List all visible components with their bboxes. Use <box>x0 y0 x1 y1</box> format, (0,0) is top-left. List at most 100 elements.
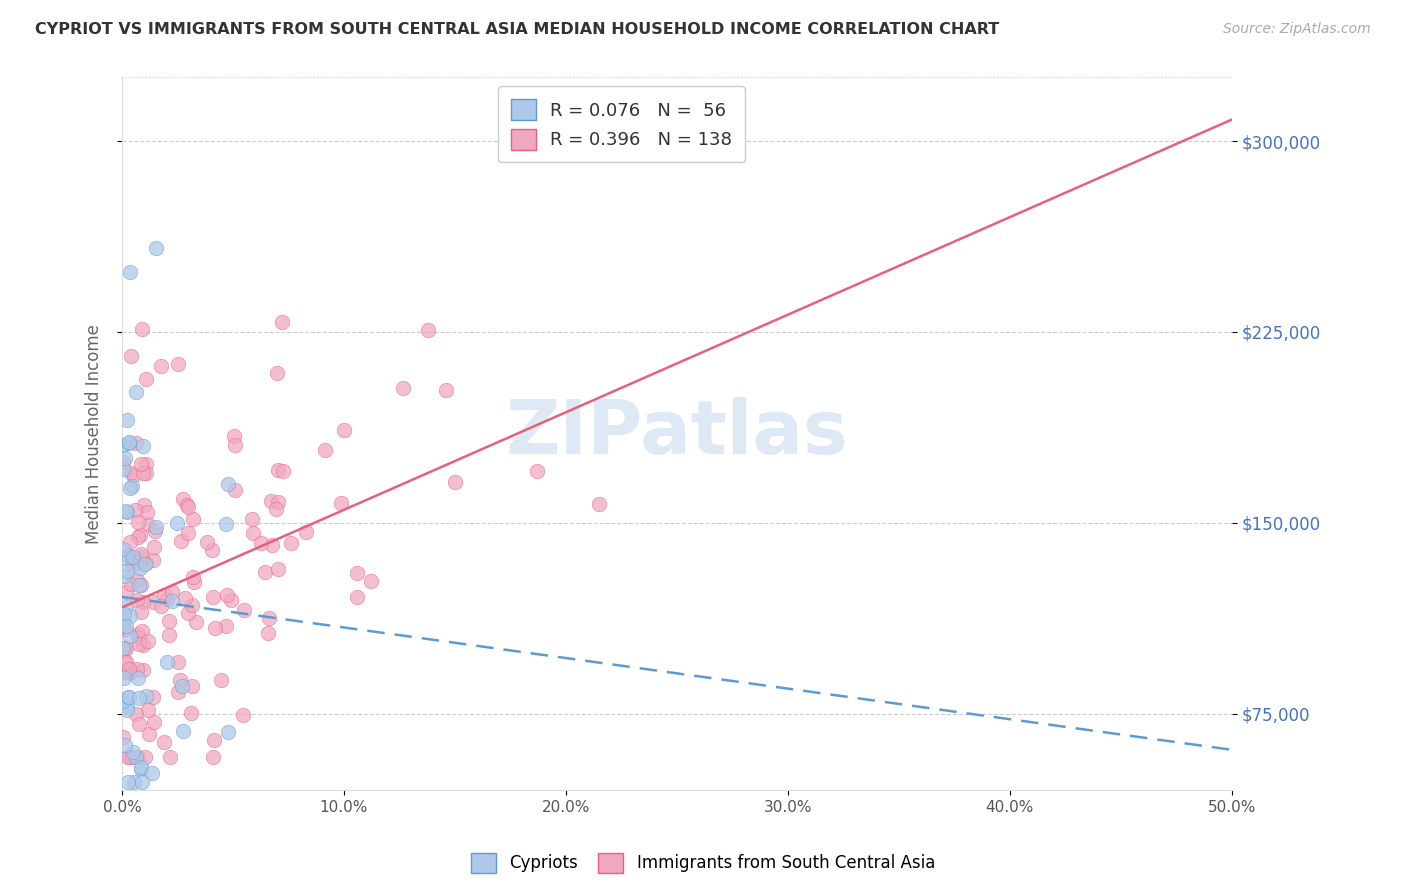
Point <box>181 598 204 612</box>
Point <box>111 640 134 655</box>
Point <box>181 512 204 526</box>
Point <box>162 585 184 599</box>
Legend: R = 0.076   N =  56, R = 0.396   N = 138: R = 0.076 N = 56, R = 0.396 N = 138 <box>498 87 745 162</box>
Point <box>120 577 142 591</box>
Point <box>125 593 148 607</box>
Point <box>280 536 302 550</box>
Text: Source: ZipAtlas.com: Source: ZipAtlas.com <box>1223 22 1371 37</box>
Point <box>257 625 280 640</box>
Point <box>114 622 136 636</box>
Point <box>392 381 415 395</box>
Point <box>346 566 368 580</box>
Point <box>172 724 194 739</box>
Point <box>114 451 136 466</box>
Point <box>118 749 141 764</box>
Point <box>131 440 153 454</box>
Point <box>153 735 176 749</box>
Point <box>128 637 150 651</box>
Point <box>145 520 167 534</box>
Point <box>117 549 139 563</box>
Point <box>267 562 290 576</box>
Point <box>145 241 167 255</box>
Point <box>125 706 148 721</box>
Point <box>111 542 134 557</box>
Point <box>166 516 188 531</box>
Point <box>127 530 149 544</box>
Point <box>360 574 382 588</box>
Point <box>156 591 179 606</box>
Point <box>129 760 152 774</box>
Point <box>217 724 239 739</box>
Point <box>153 588 176 602</box>
Point <box>170 533 193 548</box>
Point <box>114 738 136 752</box>
Point <box>254 565 277 579</box>
Point <box>114 585 136 599</box>
Point <box>149 599 172 613</box>
Point <box>271 315 294 329</box>
Point <box>132 594 155 608</box>
Point <box>134 498 156 512</box>
Text: ZIPatlas: ZIPatlas <box>506 397 848 470</box>
Point <box>117 690 139 704</box>
Point <box>128 528 150 542</box>
Point <box>115 640 138 655</box>
Point <box>135 372 157 386</box>
Point <box>121 554 143 568</box>
Point <box>115 703 138 717</box>
Point <box>131 550 153 565</box>
Point <box>184 615 207 629</box>
Point <box>111 694 134 708</box>
Point <box>204 621 226 635</box>
Point <box>222 429 245 443</box>
Point <box>112 569 135 583</box>
Point <box>215 618 238 632</box>
Point <box>217 477 239 491</box>
Point <box>120 609 142 624</box>
Point <box>121 745 143 759</box>
Point <box>118 661 141 675</box>
Point <box>232 708 254 723</box>
Point <box>129 560 152 574</box>
Point <box>134 557 156 571</box>
Point <box>434 383 457 397</box>
Y-axis label: Median Household Income: Median Household Income <box>86 324 103 543</box>
Point <box>526 464 548 478</box>
Point <box>177 526 200 541</box>
Point <box>111 620 134 634</box>
Point <box>112 607 135 621</box>
Point <box>262 538 284 552</box>
Point <box>156 655 179 669</box>
Point <box>121 749 143 764</box>
Point <box>266 367 288 381</box>
Point <box>114 600 136 615</box>
Point <box>249 536 271 550</box>
Point <box>266 495 288 509</box>
Point <box>114 641 136 656</box>
Point <box>112 454 135 468</box>
Point <box>149 359 172 374</box>
Point <box>117 749 139 764</box>
Point <box>118 435 141 450</box>
Point <box>115 655 138 669</box>
Point <box>183 574 205 589</box>
Point <box>142 690 165 704</box>
Point <box>122 558 145 573</box>
Point <box>180 706 202 721</box>
Point <box>142 540 165 554</box>
Point <box>112 438 135 452</box>
Point <box>142 553 165 567</box>
Point <box>172 492 194 507</box>
Point <box>115 504 138 518</box>
Point <box>224 483 246 497</box>
Point <box>128 716 150 731</box>
Point <box>143 524 166 538</box>
Point <box>111 615 134 630</box>
Point <box>118 481 141 495</box>
Point <box>201 542 224 557</box>
Point <box>117 775 139 789</box>
Point <box>115 665 138 679</box>
Point <box>127 671 149 685</box>
Point <box>132 638 155 652</box>
Point <box>166 358 188 372</box>
